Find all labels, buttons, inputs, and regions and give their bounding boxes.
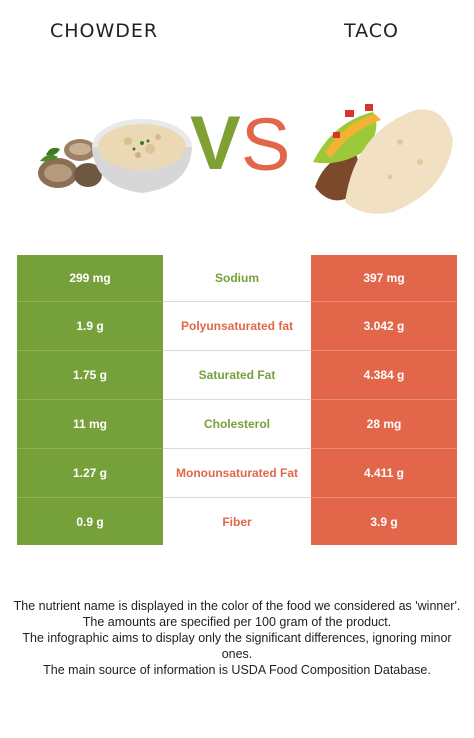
table-row: 0.9 g Fiber 3.9 g bbox=[17, 498, 457, 545]
left-food-title: CHOWDER bbox=[50, 20, 159, 42]
right-food-title: TACO bbox=[344, 20, 400, 42]
footnote: The amounts are specified per 100 gram o… bbox=[82, 615, 392, 629]
taco-value: 28 mg bbox=[311, 400, 457, 449]
chowder-value: 1.9 g bbox=[17, 302, 163, 351]
table-row: 11 mg Cholesterol 28 mg bbox=[17, 400, 457, 449]
comparison-table: 299 mg Sodium 397 mg 1.9 g Polyunsaturat… bbox=[17, 255, 457, 545]
nutrient-name: Saturated Fat bbox=[163, 351, 311, 400]
nutrient-name: Polyunsaturated fat bbox=[163, 302, 311, 351]
footnotes: The nutrient name is displayed in the co… bbox=[10, 598, 464, 678]
chowder-value: 11 mg bbox=[17, 400, 163, 449]
nutrient-name: Sodium bbox=[163, 255, 311, 302]
taco-value: 397 mg bbox=[311, 255, 457, 302]
table-row: 1.9 g Polyunsaturated fat 3.042 g bbox=[17, 302, 457, 351]
nutrient-name: Cholesterol bbox=[163, 400, 311, 449]
footnote: The nutrient name is displayed in the co… bbox=[13, 599, 461, 613]
table-row: 1.27 g Monounsaturated Fat 4.411 g bbox=[17, 449, 457, 498]
chowder-value: 299 mg bbox=[17, 255, 163, 302]
vs-s-letter: S bbox=[241, 103, 291, 186]
footnote: The main source of information is USDA F… bbox=[43, 663, 431, 677]
taco-value: 3.042 g bbox=[311, 302, 457, 351]
nutrient-name: Fiber bbox=[163, 498, 311, 545]
chowder-value: 1.27 g bbox=[17, 449, 163, 498]
taco-image bbox=[313, 104, 453, 214]
taco-value: 4.384 g bbox=[311, 351, 457, 400]
taco-value: 4.411 g bbox=[311, 449, 457, 498]
footnote: The infographic aims to display only the… bbox=[22, 631, 452, 661]
vs-v-letter: V bbox=[190, 101, 241, 186]
taco-value: 3.9 g bbox=[311, 498, 457, 545]
table-row: 299 mg Sodium 397 mg bbox=[17, 255, 457, 302]
chowder-image bbox=[38, 119, 192, 193]
nutrient-name: Monounsaturated Fat bbox=[163, 449, 311, 498]
table-row: 1.75 g Saturated Fat 4.384 g bbox=[17, 351, 457, 400]
chowder-value: 0.9 g bbox=[17, 498, 163, 545]
chowder-value: 1.75 g bbox=[17, 351, 163, 400]
